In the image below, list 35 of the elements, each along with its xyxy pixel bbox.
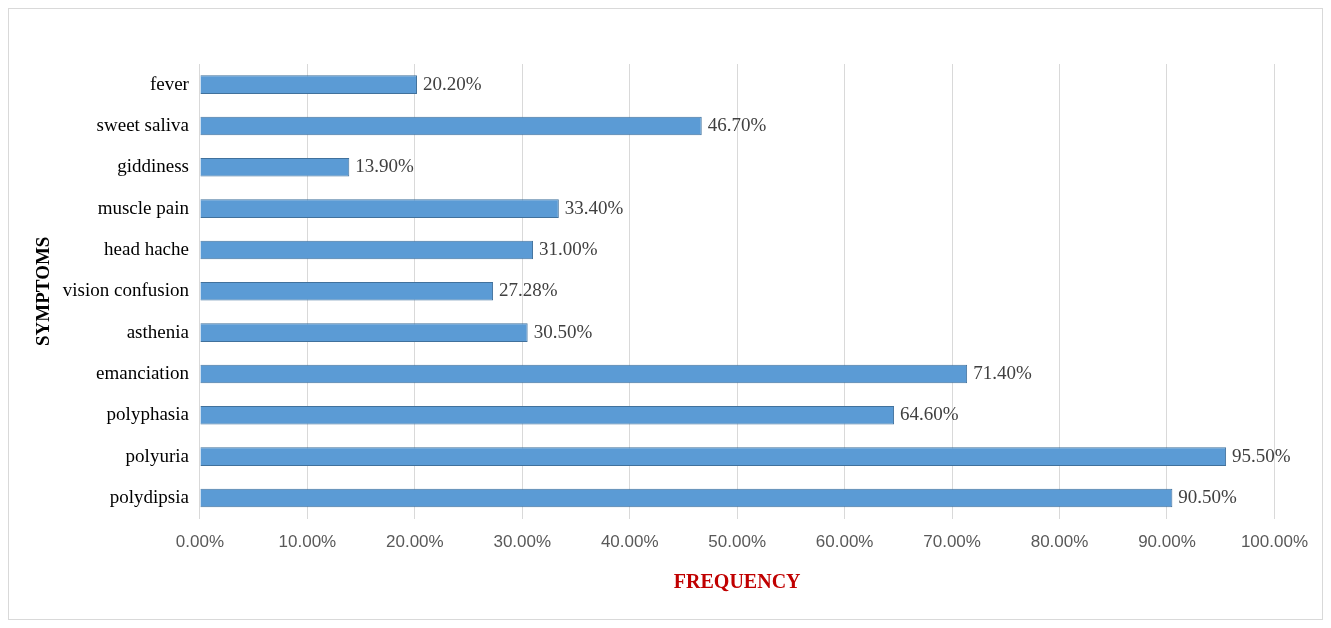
x-tick-label: 10.00%: [278, 532, 337, 552]
data-label: 71.40%: [973, 361, 1032, 383]
y-tick-label: fever: [149, 72, 190, 94]
x-tick-label: 100.00%: [1240, 532, 1309, 552]
x-axis-title: FREQUENCY: [673, 570, 802, 593]
y-tick-label: vision confusion: [62, 279, 190, 301]
x-tick-label: 50.00%: [708, 532, 767, 552]
x-tick-label: 60.00%: [815, 532, 874, 552]
data-label: 95.50%: [1232, 444, 1291, 466]
data-label: 90.50%: [1178, 485, 1238, 507]
data-label: 13.90%: [355, 155, 415, 177]
x-tick-label: 0.00%: [175, 532, 225, 552]
y-tick-label: polyphasia: [106, 403, 190, 425]
y-tick-label: muscle pain: [97, 196, 190, 218]
data-label: 46.70%: [707, 113, 767, 135]
data-label: 30.50%: [533, 320, 593, 342]
data-label: 27.28%: [499, 279, 558, 301]
y-tick-label: polyuria: [125, 444, 190, 466]
y-tick-label: asthenia: [126, 320, 190, 342]
x-tick-label: 70.00%: [923, 532, 981, 552]
x-tick-label: 90.00%: [1138, 532, 1196, 552]
x-tick-label: 20.00%: [386, 532, 444, 552]
data-label: 33.40%: [564, 196, 624, 218]
data-label: 31.00%: [539, 237, 598, 259]
y-tick-label: head hache: [104, 237, 189, 259]
y-tick-label: polydipsia: [109, 485, 190, 507]
data-label: 20.20%: [422, 72, 482, 94]
x-tick-label: 40.00%: [600, 532, 659, 552]
y-tick-label: sweet saliva: [96, 113, 190, 135]
y-tick-label: giddiness: [117, 155, 189, 177]
data-label: 64.60%: [900, 403, 959, 425]
x-tick-label: 30.00%: [493, 532, 552, 552]
y-axis-title: SYMPTOMS: [32, 236, 54, 347]
y-tick-label: emanciation: [96, 361, 190, 383]
x-tick-label: 80.00%: [1030, 532, 1089, 552]
